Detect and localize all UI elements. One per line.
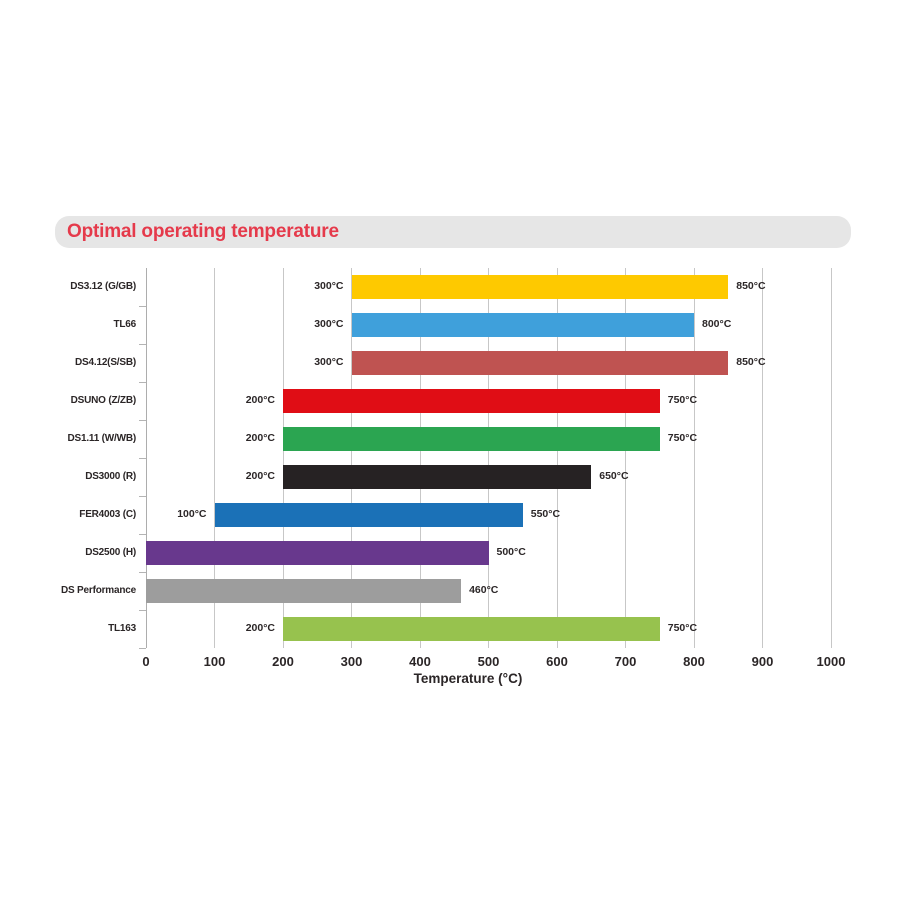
temperature-range-bar xyxy=(283,389,660,413)
x-tick-label: 700 xyxy=(614,654,637,669)
bar-end-label: 550°C xyxy=(530,508,561,520)
y-axis-tick xyxy=(139,343,146,345)
bar-start-label: 300°C xyxy=(314,318,344,330)
bar-end-label: 500°C xyxy=(496,546,526,558)
x-tick-label: 400 xyxy=(409,654,431,669)
x-tick-label: 300 xyxy=(340,654,363,669)
y-axis-tick xyxy=(139,495,146,497)
gridline xyxy=(762,268,763,648)
temperature-range-bar xyxy=(146,579,462,603)
chart-title: Optimal operating temperature xyxy=(67,221,339,242)
bar-start-label: 200°C xyxy=(245,432,275,444)
y-axis-tick xyxy=(139,647,146,649)
x-tick-label: 500 xyxy=(477,654,500,669)
x-tick-label: 1000 xyxy=(816,654,846,669)
gridline xyxy=(351,268,352,648)
gridline xyxy=(419,268,421,648)
temperature-range-bar xyxy=(283,465,592,489)
temperature-range-bar xyxy=(351,351,729,375)
x-tick-label: 800 xyxy=(683,654,705,669)
category-label: DSUNO (Z/ZB) xyxy=(70,394,137,406)
bar-start-label: 300°C xyxy=(314,356,344,368)
y-axis-tick xyxy=(139,609,146,611)
y-axis-tick xyxy=(139,457,146,459)
x-tick-label: 0 xyxy=(142,654,150,669)
x-tick-label: 900 xyxy=(751,654,774,669)
temperature-range-bar xyxy=(283,617,660,641)
title-pill: Optimal operating temperature xyxy=(55,216,851,248)
gridline xyxy=(625,268,626,648)
y-axis-line xyxy=(145,268,147,648)
category-label: DS3000 (R) xyxy=(85,470,136,482)
category-label: DS Performance xyxy=(60,584,136,596)
y-axis-tick xyxy=(139,571,146,573)
y-axis-tick xyxy=(139,381,146,383)
bar-end-label: 850°C xyxy=(736,280,766,292)
y-axis-tick xyxy=(139,533,146,535)
gridline xyxy=(214,268,215,648)
bar-start-label: 300°C xyxy=(314,280,344,292)
x-axis-label: Temperature (°C) xyxy=(413,671,523,686)
temperature-range-bar xyxy=(214,503,523,527)
bar-end-label: 800°C xyxy=(702,318,732,330)
bar-start-label: 200°C xyxy=(245,470,275,482)
bar-end-label: 750°C xyxy=(667,394,698,406)
x-tick-label: 200 xyxy=(272,654,294,669)
bar-start-label: 100°C xyxy=(177,508,207,520)
gridline xyxy=(830,268,832,648)
gridline xyxy=(693,268,695,648)
category-label: TL163 xyxy=(108,622,136,634)
category-label: DS2500 (H) xyxy=(85,546,136,558)
category-label: TL66 xyxy=(113,318,136,330)
bar-start-label: 200°C xyxy=(245,394,275,406)
temperature-range-bar xyxy=(283,427,660,451)
temperature-range-bar xyxy=(351,275,729,299)
gridline xyxy=(282,268,284,648)
category-label: DS3.12 (G/GB) xyxy=(70,280,136,292)
x-tick-label: 600 xyxy=(546,654,568,669)
bar-end-label: 460°C xyxy=(469,584,499,596)
category-label: DS4.12(S/SB) xyxy=(75,356,136,368)
bar-end-label: 650°C xyxy=(599,470,629,482)
bar-start-label: 200°C xyxy=(245,622,275,634)
temperature-range-bar xyxy=(351,313,694,337)
category-label: FER4003 (C) xyxy=(79,508,136,520)
bar-end-label: 750°C xyxy=(667,622,698,634)
bar-end-label: 850°C xyxy=(736,356,766,368)
y-axis-tick xyxy=(139,419,146,421)
x-tick-label: 100 xyxy=(203,654,226,669)
temperature-range-bar xyxy=(146,541,489,565)
category-label: DS1.11 (W/WB) xyxy=(67,432,136,444)
gridline xyxy=(556,268,558,648)
gridline xyxy=(488,268,489,648)
y-axis-tick xyxy=(139,305,146,307)
bar-end-label: 750°C xyxy=(667,432,698,444)
